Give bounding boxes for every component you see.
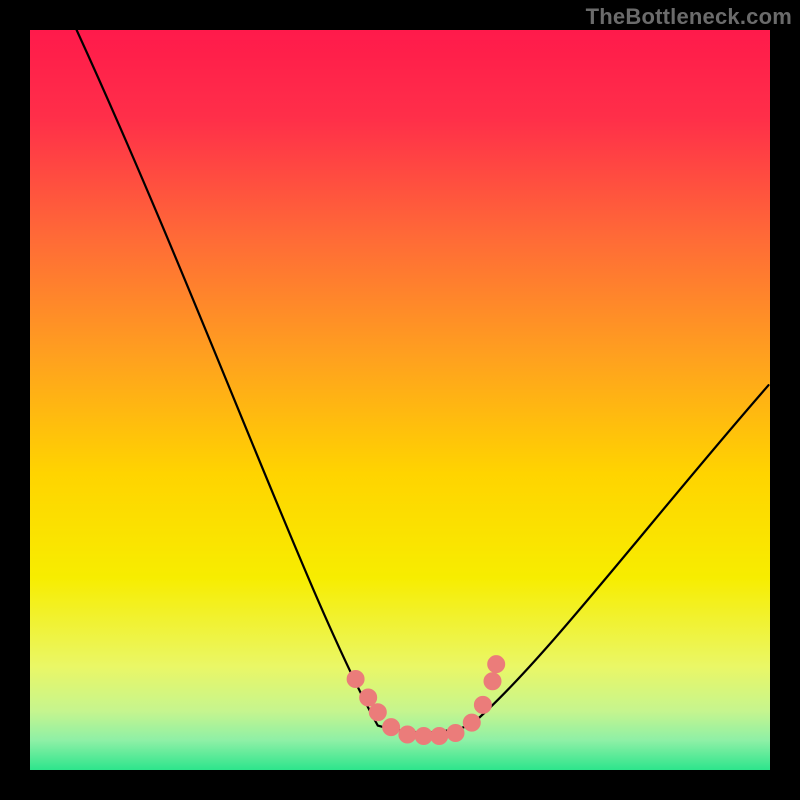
curve-marker bbox=[415, 727, 432, 744]
curve-marker bbox=[399, 726, 416, 743]
curve-marker bbox=[474, 696, 491, 713]
curve-marker bbox=[488, 656, 505, 673]
curve-marker bbox=[484, 673, 501, 690]
curve-marker bbox=[369, 704, 386, 721]
outer-frame: TheBottleneck.com bbox=[0, 0, 800, 800]
curve-marker bbox=[347, 670, 364, 687]
bottleneck-curve-chart bbox=[30, 30, 770, 770]
curve-marker bbox=[447, 725, 464, 742]
curve-marker bbox=[463, 714, 480, 731]
curve-marker bbox=[431, 727, 448, 744]
chart-background bbox=[30, 30, 770, 770]
watermark-text: TheBottleneck.com bbox=[586, 4, 792, 30]
plot-area bbox=[30, 30, 770, 770]
curve-marker bbox=[360, 689, 377, 706]
curve-marker bbox=[383, 719, 400, 736]
